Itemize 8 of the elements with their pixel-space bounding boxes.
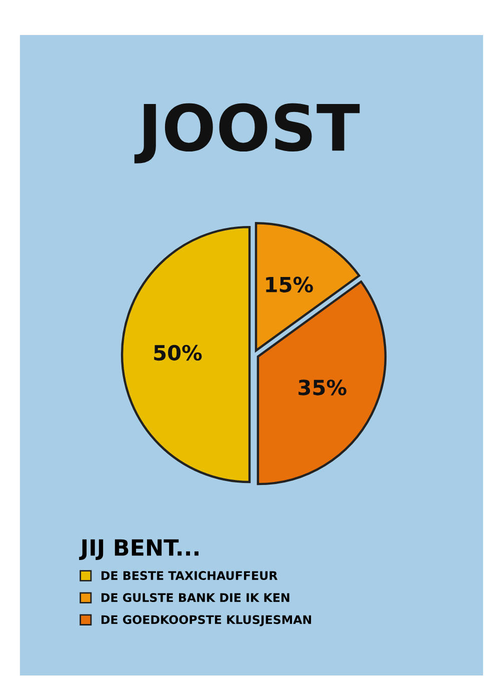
legend-label: DE GULSTE BANK DIE IK KEN [102, 593, 290, 602]
data-label: 15% [266, 276, 313, 292]
data-label: 50% [154, 344, 202, 361]
legend-label: DE BESTE TAXICHAUFFEUR [102, 571, 278, 580]
legend-title: JIJ BENT... [79, 539, 198, 560]
chart-title: JOOST [134, 103, 360, 164]
data-label: 35% [298, 380, 346, 396]
legend-label: DE GOEDKOOPSTE KLUSJESMAN [102, 615, 312, 626]
